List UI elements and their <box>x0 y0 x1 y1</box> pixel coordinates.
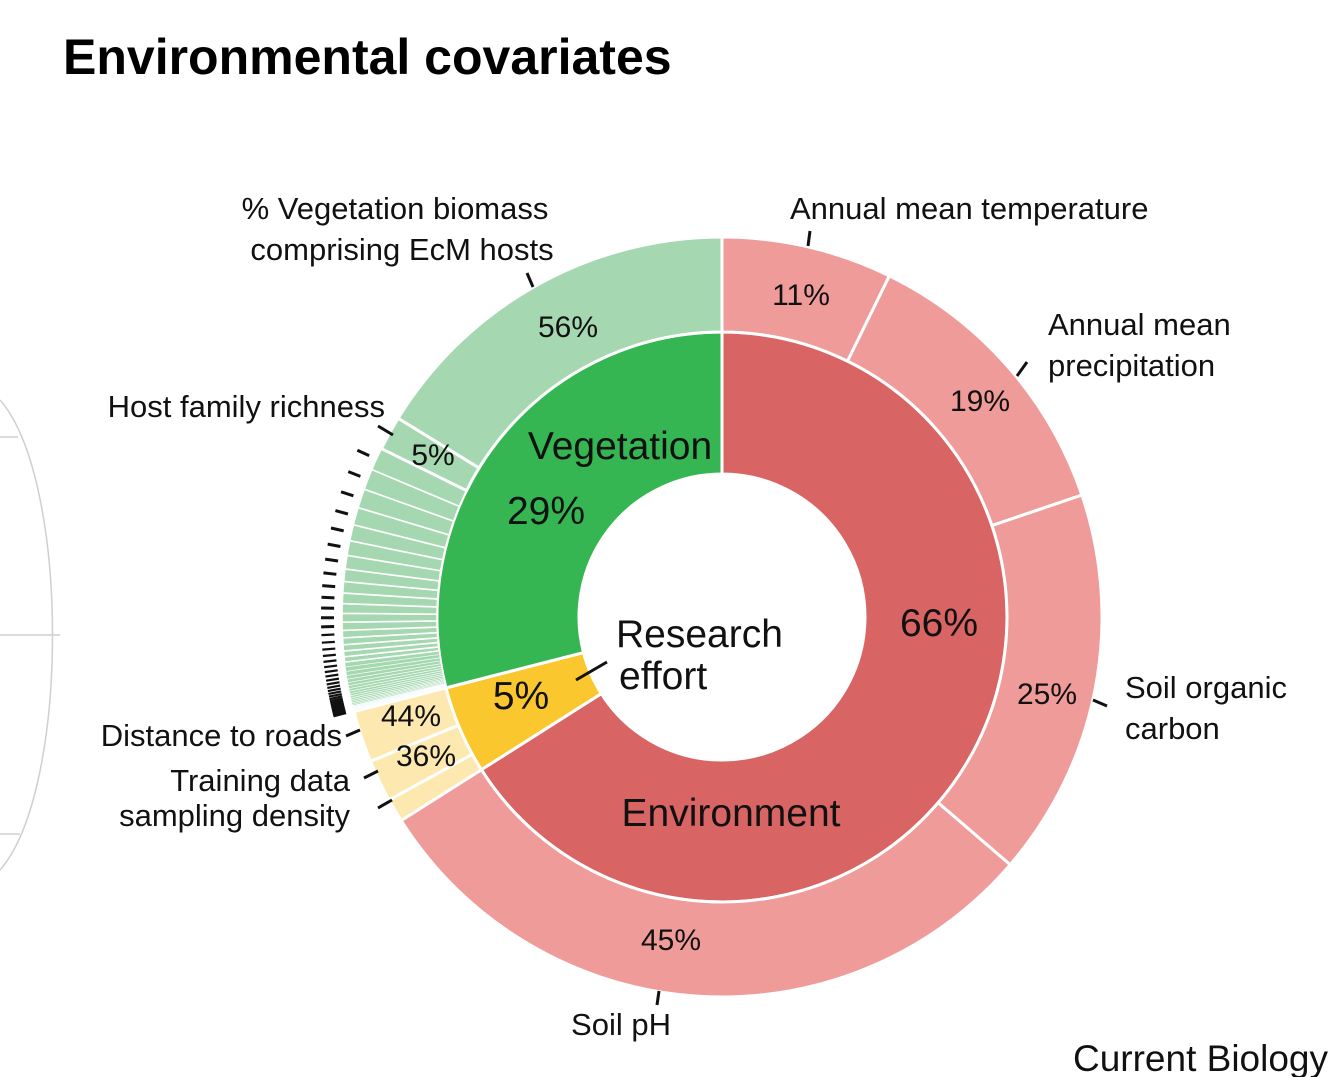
tick-vegetation-minor <box>332 708 346 714</box>
leader-host-richness <box>377 424 394 437</box>
journal-name: Current Biology <box>1073 1038 1329 1077</box>
pct-soil-carbon: 25% <box>1017 678 1077 711</box>
leader-lines <box>345 230 1108 1006</box>
tick-vegetation-minor <box>327 687 341 693</box>
tick-vegetation-minor <box>327 542 341 548</box>
leader-soil-ph <box>655 990 661 1006</box>
label-precipitation-line2: precipitation <box>1048 348 1215 383</box>
pct-soil-ph: 45% <box>641 924 701 957</box>
tick-vegetation-minor <box>331 704 345 710</box>
tick-vegetation-minor <box>322 653 336 658</box>
tick-vegetation-minor <box>332 709 346 715</box>
tick-vegetation-minor <box>324 664 338 669</box>
pct-roads: 44% <box>381 700 441 733</box>
inner-label-vegetation: Vegetation <box>528 425 712 468</box>
pct-host-richness: 5% <box>411 439 454 472</box>
tick-vegetation-minor <box>330 699 344 705</box>
inner-pct-vegetation: 29% <box>507 490 585 533</box>
tick-vegetation-minor <box>329 695 343 701</box>
tick-vegetation-minor <box>331 707 346 713</box>
label-temperature: Annual mean temperature <box>790 191 1148 226</box>
tick-vegetation-minor <box>323 659 337 663</box>
pct-precipitation: 19% <box>950 385 1010 418</box>
tick-vegetation-minor <box>329 697 343 703</box>
figure-title: Environmental covariates <box>63 29 672 85</box>
sunburst-wedges <box>341 235 1104 999</box>
leader-research-effort <box>575 660 608 682</box>
tick-vegetation-minor <box>331 705 345 711</box>
tick-vegetation-minor <box>323 571 337 576</box>
tick-vegetation-minor <box>326 681 340 686</box>
tick-vegetation-minor <box>322 584 336 589</box>
tick-vegetation-minor <box>321 633 335 637</box>
label-sampling-line2: sampling density <box>119 798 350 833</box>
label-soil-carbon-line2: carbon <box>1125 711 1220 746</box>
label-veg-biomass-line1: % Vegetation biomass <box>242 191 549 226</box>
tick-vegetation-minor <box>325 673 339 678</box>
tick-vegetation-minor <box>356 448 370 457</box>
pct-temperature: 11% <box>772 279 830 312</box>
tick-vegetation-minor <box>347 470 361 478</box>
inner-pct-research: 5% <box>493 675 549 718</box>
tick-vegetation-minor <box>327 684 341 689</box>
outer-wedge-vegetation-biomass-comprising-ecm-hosts <box>396 235 724 471</box>
pct-veg-biomass: 56% <box>538 311 598 344</box>
label-roads: Distance to roads <box>101 718 342 753</box>
label-sampling-line1: Training data <box>170 763 351 798</box>
inner-label-environment: Environment <box>622 792 841 835</box>
tick-vegetation-minor <box>330 526 345 533</box>
label-veg-biomass-line2: comprising EcM hosts <box>250 232 553 267</box>
outer-wedge-soil-ph <box>399 767 1013 999</box>
leader-soil-carbon <box>1092 698 1108 708</box>
leader-sampling <box>363 769 379 780</box>
tick-vegetation-minor <box>321 595 335 600</box>
tick-vegetation-minor <box>322 647 336 651</box>
leader-sampling-extra <box>377 798 393 810</box>
tick-vegetation-minor <box>330 702 345 708</box>
inner-label-research-line1: Research <box>616 613 783 656</box>
leader-veg-biomass <box>525 272 535 288</box>
tick-vegetation-minor <box>324 557 339 563</box>
tick-vegetation-minor <box>328 690 342 696</box>
leader-roads <box>345 728 361 738</box>
leader-temperature <box>806 230 812 247</box>
label-precipitation-line1: Annual mean <box>1048 307 1231 342</box>
leader-precipitation <box>1015 361 1029 377</box>
tick-vegetation-minor <box>325 677 340 682</box>
inner-label-research-line2: effort <box>619 655 707 698</box>
pct-sampling: 36% <box>396 740 456 773</box>
label-soil-ph: Soil pH <box>571 1007 671 1042</box>
label-host-richness: Host family richness <box>108 389 385 424</box>
tick-vegetation-minor <box>328 692 342 698</box>
unlabeled-segment-ticks <box>320 448 370 718</box>
tick-vegetation-minor <box>321 640 335 644</box>
label-soil-carbon-line1: Soil organic <box>1125 670 1287 705</box>
tick-vegetation-minor <box>340 490 354 498</box>
inner-pct-environment: 66% <box>900 602 978 645</box>
tick-vegetation-minor <box>324 669 338 674</box>
tick-vegetation-minor <box>334 509 349 516</box>
tick-vegetation-minor <box>330 701 344 707</box>
